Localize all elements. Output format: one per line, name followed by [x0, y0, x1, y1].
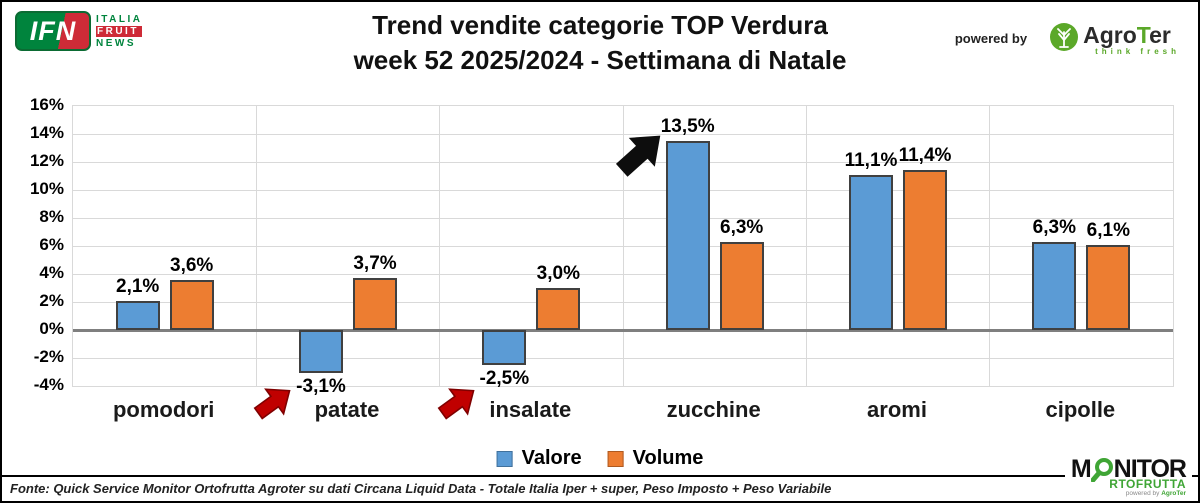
- legend: Valore Volume: [496, 447, 704, 470]
- legend-swatch: [607, 450, 624, 467]
- powered-by-label: powered by: [954, 31, 1028, 46]
- ifn-logo: IFN ITALIA FRUIT NEWS: [15, 11, 143, 51]
- x-category-label-insalate: insalate: [489, 397, 572, 422]
- ifn-word-news: NEWS: [96, 37, 136, 49]
- y-tick-label: 10%: [29, 179, 64, 198]
- ifn-word-italia: ITALIA: [96, 13, 143, 25]
- bar-valore-zucchine: [665, 141, 710, 330]
- data-label: 6,3%: [720, 216, 764, 238]
- data-label: -2,5%: [479, 368, 530, 389]
- data-label: 3,6%: [170, 254, 214, 276]
- bar-volume-insalate: [536, 288, 581, 330]
- chart-title: Trend vendite categorie TOP Verdura week…: [2, 8, 1198, 78]
- bar-volume-cipolle: [1086, 244, 1131, 330]
- agroter-tree-icon: [1049, 22, 1079, 57]
- legend-label: Volume: [632, 447, 704, 469]
- monitor-powered-by: powered by AgroTer: [1125, 489, 1186, 497]
- bar-valore-patate: [299, 330, 343, 374]
- ifn-word-fruit: FRUIT: [96, 25, 143, 37]
- plot-area: 2,1% -3,1% -2,5% 13,5% 11,1% 6,3% 3,6% 3,7% 3,0%…: [72, 105, 1174, 397]
- y-tick-label: 6%: [39, 235, 64, 254]
- legend-item-valore: Valore: [496, 447, 582, 470]
- agroter-logo: AgroTer think fresh: [1049, 22, 1180, 57]
- y-tick-label: 4%: [39, 263, 64, 282]
- y-tick-label: -4%: [33, 375, 64, 394]
- monitor-wordmark-m: M: [1070, 454, 1092, 483]
- legend-item-volume: Volume: [607, 447, 704, 470]
- y-tick-label: 16%: [29, 95, 64, 114]
- x-category-label-pomodori: pomodori: [112, 397, 215, 422]
- gridline-vertical: [622, 106, 624, 386]
- ifn-logo-text: IFN: [29, 15, 77, 46]
- ifn-logo-words: ITALIA FRUIT NEWS: [96, 13, 143, 49]
- powered-by-block: powered by AgroTer think fresh: [955, 22, 1180, 57]
- x-category-label-cipolle: cipolle: [1045, 397, 1116, 422]
- bar-volume-zucchine: [719, 241, 764, 330]
- bar-valore-cipolle: [1032, 241, 1077, 330]
- y-tick-label: 14%: [29, 123, 64, 142]
- bar-valore-insalate: [482, 330, 527, 365]
- data-label: 11,1%: [844, 149, 898, 171]
- bar-valore-pomodori: [115, 300, 160, 330]
- chart-title-line2: week 52 2025/2024 - Settimana di Natale: [353, 45, 847, 75]
- black-arrow-annotation-icon: [615, 135, 661, 177]
- x-category-label-aromi: aromi: [867, 397, 927, 422]
- y-tick-label: -2%: [33, 347, 64, 366]
- bar-valore-aromi: [849, 174, 893, 330]
- agroter-wordmark: AgroTer: [1083, 22, 1171, 48]
- bar-volume-pomodori: [169, 279, 214, 330]
- gridline-vertical: [255, 106, 257, 386]
- bar-volume-patate: [353, 278, 397, 330]
- x-category-label-patate: patate: [314, 397, 380, 422]
- gridline-vertical: [989, 106, 991, 386]
- data-label: 6,1%: [1086, 219, 1130, 241]
- gridline-vertical: [805, 106, 807, 386]
- y-tick-label: 2%: [39, 291, 64, 310]
- zero-axis-line: [73, 328, 1173, 332]
- red-arrow-annotation-icon: [253, 388, 291, 420]
- monitor-ortofrutta-logo: M NITOR RTOFRUTTA powered by AgroTer: [1064, 454, 1192, 498]
- red-arrow-annotation-icon: [437, 388, 475, 420]
- legend-swatch: [496, 450, 513, 467]
- data-label: 3,0%: [536, 263, 580, 284]
- x-category-label-zucchine: zucchine: [666, 397, 761, 422]
- data-label: 2,1%: [116, 275, 160, 297]
- gridline-vertical: [439, 106, 441, 386]
- bar-volume-aromi: [903, 170, 947, 330]
- data-label: 13,5%: [660, 116, 715, 137]
- agroter-tagline: think fresh: [1095, 47, 1180, 56]
- magnifier-icon: [1090, 457, 1115, 482]
- y-tick-label: 0%: [39, 319, 64, 338]
- legend-label: Valore: [521, 447, 582, 469]
- ifn-logo-mark: IFN: [15, 11, 91, 51]
- ortofrutta-wordmark: RTOFRUTTA: [1109, 476, 1186, 491]
- monitor-wordmark-rest: NITOR: [1113, 454, 1187, 483]
- footer-separator: [2, 475, 1198, 477]
- data-label: -3,1%: [296, 376, 346, 398]
- y-tick-label: 8%: [39, 207, 64, 226]
- source-note: Fonte: Quick Service Monitor Ortofrutta …: [10, 481, 832, 496]
- chart-title-line1: Trend vendite categorie TOP Verdura: [372, 10, 828, 40]
- data-label: 11,4%: [898, 145, 952, 167]
- data-label: 6,3%: [1032, 216, 1076, 238]
- data-label: 3,7%: [353, 253, 397, 275]
- y-tick-label: 12%: [29, 151, 64, 170]
